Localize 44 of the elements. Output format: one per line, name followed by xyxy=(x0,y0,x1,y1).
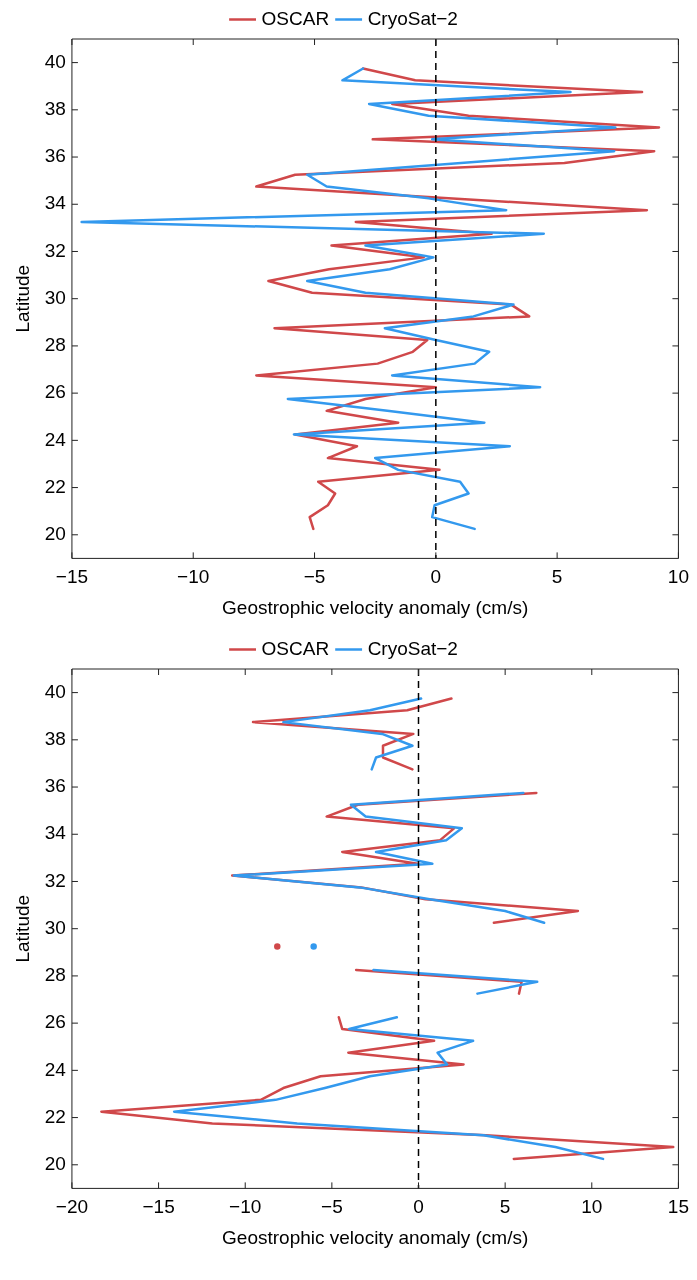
x-tick-label: 0 xyxy=(413,1196,424,1218)
y-tick-label: 40 xyxy=(44,680,66,702)
y-tick-label: 32 xyxy=(44,869,66,891)
x-tick-label: 15 xyxy=(667,1196,689,1218)
y-axis-title: Latitude xyxy=(11,264,33,333)
x-tick-label: −5 xyxy=(321,1196,343,1218)
y-tick-label: 24 xyxy=(44,1058,67,1080)
y-tick-label: 28 xyxy=(44,964,66,986)
legend-label: CryoSat−2 xyxy=(367,7,458,29)
y-tick-label: 28 xyxy=(44,334,66,356)
x-tick-label: 10 xyxy=(667,566,689,588)
y-tick-label: 20 xyxy=(44,1153,66,1175)
x-axis-title: Geostrophic velocity anomaly (cm/s) xyxy=(222,596,529,618)
y-tick-label: 38 xyxy=(44,728,66,750)
x-axis-title: Geostrophic velocity anomaly (cm/s) xyxy=(222,1226,529,1248)
y-axis-title: Latitude xyxy=(11,894,33,963)
y-tick-label: 36 xyxy=(44,145,66,167)
y-tick-label: 34 xyxy=(44,822,67,844)
y-tick-label: 20 xyxy=(44,523,66,545)
x-tick-label: −10 xyxy=(229,1196,262,1218)
y-tick-label: 30 xyxy=(44,286,66,308)
x-tick-label: 5 xyxy=(499,1196,511,1218)
y-tick-label: 32 xyxy=(44,239,66,261)
legend-label: OSCAR xyxy=(261,7,330,29)
y-tick-label: 34 xyxy=(44,192,67,214)
x-tick-label: −15 xyxy=(142,1196,175,1218)
x-tick-label: −10 xyxy=(177,566,210,588)
x-tick-label: 0 xyxy=(430,566,442,588)
y-tick-label: 30 xyxy=(44,916,66,938)
y-tick-label: 26 xyxy=(44,1011,66,1033)
x-tick-label: 5 xyxy=(551,566,563,588)
y-tick-label: 38 xyxy=(44,98,66,120)
y-tick-label: 22 xyxy=(44,1105,66,1127)
x-tick-label: −5 xyxy=(303,566,326,588)
legend-label: CryoSat−2 xyxy=(367,637,458,659)
x-tick-label: 10 xyxy=(581,1196,603,1218)
y-tick-label: 22 xyxy=(44,475,66,497)
y-tick-label: 26 xyxy=(44,381,66,403)
legend-label: OSCAR xyxy=(261,637,330,659)
y-tick-label: 36 xyxy=(44,775,66,797)
y-tick-label: 24 xyxy=(44,428,67,450)
x-tick-label: −20 xyxy=(55,1196,89,1218)
y-tick-label: 40 xyxy=(44,50,66,72)
x-tick-label: −15 xyxy=(55,566,89,588)
